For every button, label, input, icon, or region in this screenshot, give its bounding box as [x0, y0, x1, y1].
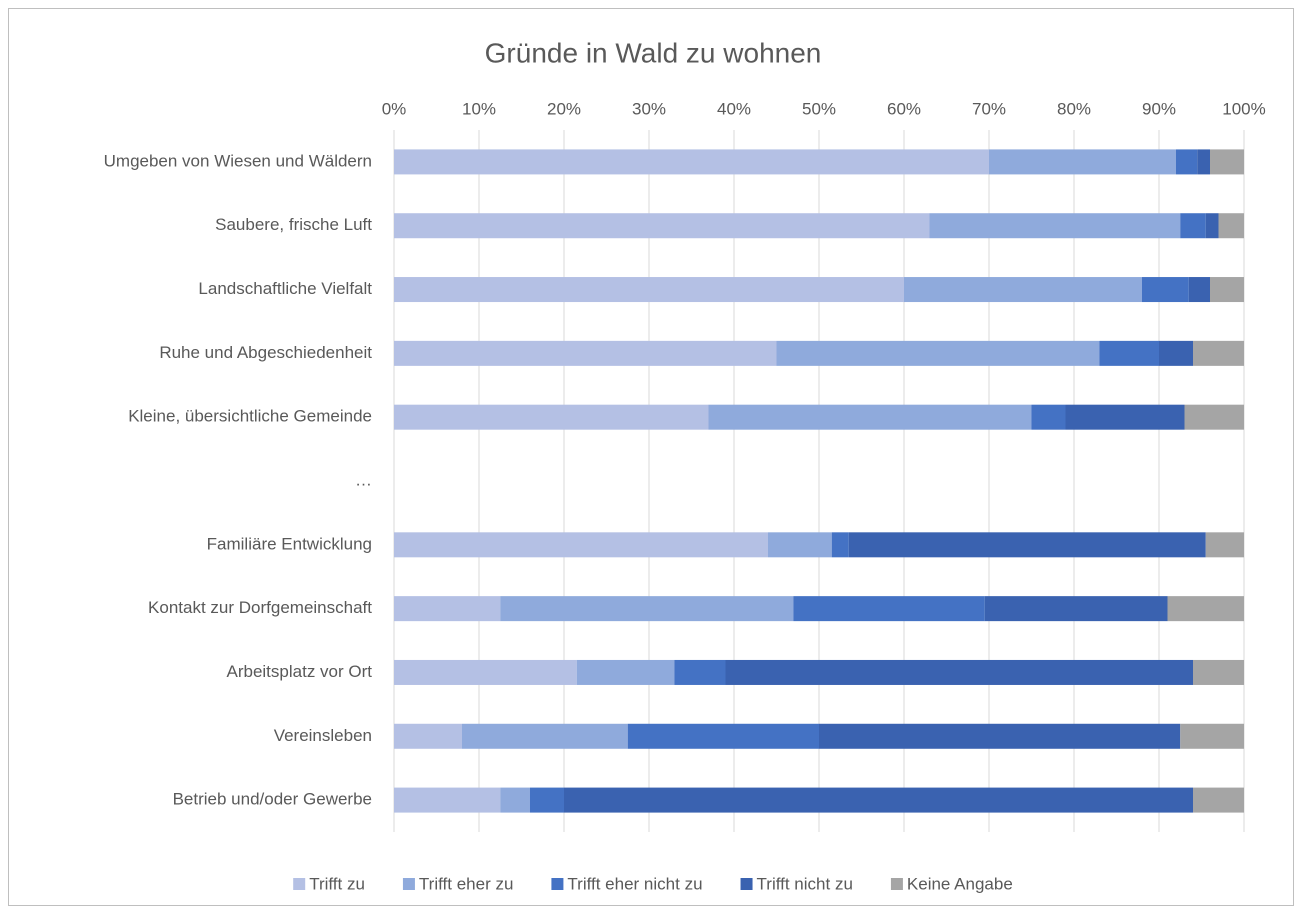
bar-segment — [725, 659, 1193, 685]
bar-segment — [1205, 213, 1219, 239]
legend-marker — [890, 878, 903, 890]
bar-segment — [848, 532, 1206, 558]
y-tick-label: Ruhe und Abgeschiedenheit — [159, 343, 372, 362]
bar-segment — [1193, 340, 1244, 366]
bar-segment — [1210, 149, 1244, 175]
x-tick-label: 40% — [717, 99, 751, 118]
x-tick-label: 80% — [1057, 99, 1091, 118]
bar-segment — [1184, 404, 1244, 430]
y-tick-label: Kleine, übersichtliche Gemeinde — [128, 407, 372, 426]
bar-segment — [1031, 404, 1066, 430]
bar-segment — [564, 787, 1193, 813]
bar-segment — [1167, 596, 1244, 622]
bar-segment — [1180, 213, 1206, 239]
y-tick-label: Vereinsleben — [274, 726, 372, 745]
x-tick-label: 90% — [1142, 99, 1176, 118]
bar-segment — [462, 723, 628, 749]
bar-segment — [1176, 149, 1198, 175]
bar-segment — [904, 277, 1142, 303]
x-tick-label: 50% — [802, 99, 836, 118]
bar-segment — [500, 596, 794, 622]
bar-segment — [1065, 404, 1185, 430]
x-tick-label: 0% — [382, 99, 407, 118]
legend-label: Trifft zu — [309, 874, 365, 893]
bar-segment — [929, 213, 1181, 239]
bar-segment — [819, 723, 1181, 749]
bar-segment — [1142, 277, 1189, 303]
bar-segment — [768, 532, 832, 558]
bar-segment — [1218, 213, 1244, 239]
legend-label: Keine Angabe — [907, 874, 1013, 893]
bar-segment — [674, 659, 726, 685]
bar-segment — [394, 723, 462, 749]
bar-segment — [776, 340, 1100, 366]
legend-marker — [740, 878, 753, 890]
bar-segment — [1159, 340, 1193, 366]
bar-segment — [394, 340, 777, 366]
y-tick-label: Kontakt zur Dorfgemeinschaft — [148, 598, 372, 617]
bar-segment — [530, 787, 564, 813]
bar-segment — [984, 596, 1168, 622]
x-tick-label: 60% — [887, 99, 921, 118]
bar-segment — [394, 149, 989, 175]
y-tick-label: Arbeitsplatz vor Ort — [227, 662, 373, 681]
legend-label: Trifft nicht zu — [757, 874, 853, 893]
bar-segment — [500, 787, 530, 813]
bar-segment — [627, 723, 819, 749]
bar-segment — [831, 532, 849, 558]
bar-segment — [394, 277, 904, 303]
bar-segment — [394, 659, 577, 685]
y-tick-label: Umgeben von Wiesen und Wäldern — [104, 151, 372, 170]
bar-segment — [394, 787, 501, 813]
x-tick-label: 30% — [632, 99, 666, 118]
bar-segment — [1197, 149, 1210, 175]
bar-segment — [1205, 532, 1244, 558]
x-tick-label: 10% — [462, 99, 496, 118]
y-tick-label: … — [355, 470, 372, 489]
legend-marker — [551, 878, 564, 890]
bar-segment — [1193, 787, 1244, 813]
bar-segment — [1099, 340, 1159, 366]
bar-segment — [793, 596, 985, 622]
x-tick-label: 100% — [1222, 99, 1265, 118]
bar-segment — [1180, 723, 1244, 749]
bar-segment — [1188, 277, 1210, 303]
legend-label: Trifft eher zu — [419, 874, 513, 893]
legend-marker — [293, 878, 306, 890]
bar-segment — [708, 404, 1032, 430]
bar-segment — [1193, 659, 1244, 685]
chart-title: Gründe in Wald zu wohnen — [485, 37, 822, 68]
bar-segment — [394, 596, 501, 622]
x-tick-label: 70% — [972, 99, 1006, 118]
legend-label: Trifft eher nicht zu — [567, 874, 702, 893]
chart-border — [8, 8, 1294, 906]
y-tick-label: Betrieb und/oder Gewerbe — [173, 790, 372, 809]
bar-segment — [394, 213, 930, 239]
y-tick-label: Familiäre Entwicklung — [207, 534, 372, 553]
y-tick-label: Landschaftliche Vielfalt — [198, 279, 372, 298]
y-tick-label: Saubere, frische Luft — [215, 215, 372, 234]
bar-segment — [576, 659, 675, 685]
legend-marker — [402, 878, 415, 890]
bar-segment — [394, 404, 709, 430]
bar-segment — [989, 149, 1176, 175]
bar-segment — [1210, 277, 1244, 303]
bar-segment — [394, 532, 768, 558]
x-tick-label: 20% — [547, 99, 581, 118]
